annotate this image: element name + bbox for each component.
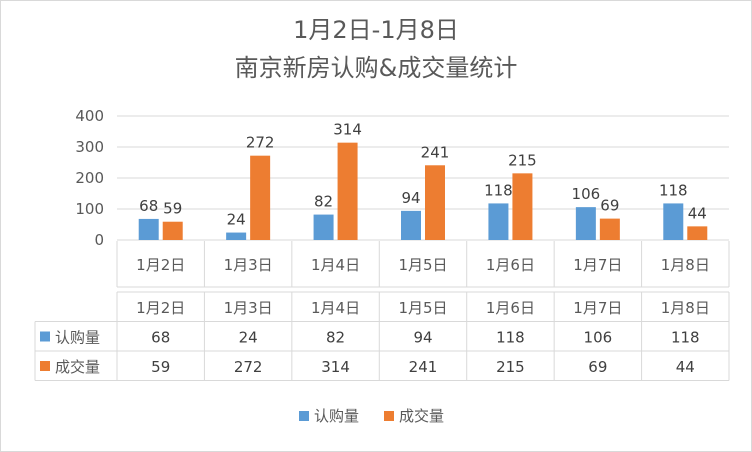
x-tick-label-2: 1月4日 [311,256,360,274]
data-label-subscription-0: 68 [139,197,158,215]
bar-deal-5 [599,218,620,240]
bar-subscription-4 [488,203,509,240]
bar-deal-1 [250,155,271,240]
table-header-0: 1月2日 [136,299,185,317]
table-legend-key-deal [40,361,50,371]
table-cell-subscription-5: 106 [584,329,613,347]
data-label-subscription-5: 106 [572,185,601,203]
x-tick-label-5: 1月7日 [573,256,622,274]
table-cell-deal-3: 241 [409,358,438,376]
legend-label-deal: 成交量 [399,407,444,425]
x-tick-label-1: 1月3日 [224,256,273,274]
legend-label-subscription: 认购量 [314,407,359,425]
data-label-deal-6: 44 [688,204,707,222]
y-tick-label-2: 200 [75,169,104,187]
x-tick-label-0: 1月2日 [136,256,185,274]
table-cell-subscription-3: 94 [413,329,432,347]
bar-subscription-0 [138,218,159,240]
bar-deal-3 [425,165,445,240]
y-tick-label-3: 300 [75,138,104,156]
table-header-1: 1月3日 [224,299,273,317]
bar-subscription-1 [226,232,247,240]
bar-deal-2 [337,142,358,240]
table-cell-deal-4: 215 [496,358,525,376]
table-header-5: 1月7日 [573,299,622,317]
data-label-deal-3: 241 [421,143,450,161]
bar-subscription-5 [575,207,596,240]
bar-deal-4 [512,173,533,240]
data-label-subscription-2: 82 [314,193,333,211]
table-cell-subscription-2: 82 [326,329,345,347]
data-label-deal-0: 59 [163,200,182,218]
legend-swatch-deal [384,411,394,421]
chart-title-line-1: 1月2日-1月8日 [293,16,459,44]
chart-title-line-2: 南京新房认购&成交量统计 [234,54,518,82]
data-label-deal-1: 272 [246,134,275,152]
table-cell-deal-6: 44 [676,358,695,376]
legend-swatch-subscription [299,411,309,421]
bar-deal-0 [162,221,183,240]
table-cell-deal-1: 272 [234,358,263,376]
y-tick-label-4: 400 [75,107,104,125]
x-tick-label-4: 1月6日 [486,256,535,274]
x-tick-label-6: 1月8日 [661,256,710,274]
table-cell-subscription-1: 24 [239,329,258,347]
bar-subscription-6 [663,203,684,240]
data-label-subscription-1: 24 [227,211,246,229]
table-legend-key-subscription [40,331,50,342]
table-header-3: 1月5日 [398,299,447,317]
table-cell-deal-5: 69 [588,358,607,376]
data-label-deal-4: 215 [508,151,537,169]
data-label-subscription-4: 118 [484,181,513,199]
y-tick-label-0: 0 [94,231,104,249]
table-cell-deal-0: 59 [151,358,170,376]
data-label-subscription-6: 118 [659,181,688,199]
table-header-2: 1月4日 [311,299,360,317]
data-label-deal-5: 69 [600,197,619,215]
table-cell-deal-2: 314 [321,358,350,376]
table-row-label-deal: 成交量 [55,358,100,376]
table-cell-subscription-4: 118 [496,329,525,347]
table-header-4: 1月6日 [486,299,535,317]
table-cell-subscription-6: 118 [671,329,700,347]
data-label-deal-2: 314 [333,121,362,139]
table-header-6: 1月8日 [661,299,710,317]
y-tick-label-1: 100 [75,200,104,218]
table-cell-subscription-0: 68 [151,329,170,347]
bar-subscription-2 [313,214,334,240]
bar-subscription-3 [401,210,421,240]
table-row-label-subscription: 认购量 [55,329,100,347]
bar-deal-6 [687,226,708,240]
data-label-subscription-3: 94 [401,189,420,207]
x-tick-label-3: 1月5日 [398,256,447,274]
